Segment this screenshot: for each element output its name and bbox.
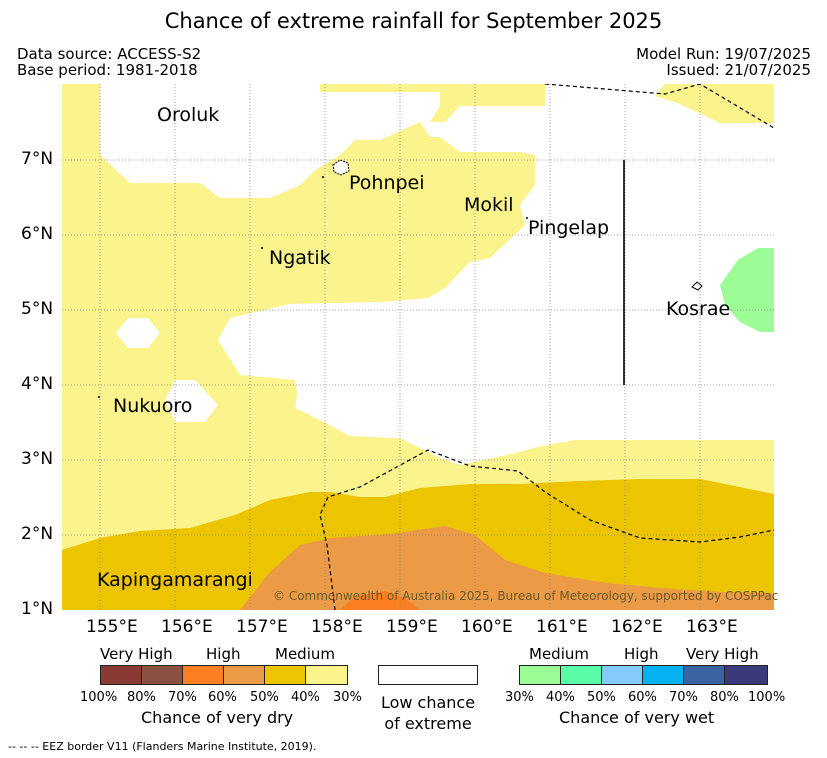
place-label-mokil: Mokil xyxy=(464,194,514,216)
issued-date: Issued: 21/07/2025 xyxy=(666,61,811,79)
low-chance-patch-west xyxy=(116,318,160,348)
wet-swatch-60-70 xyxy=(642,665,684,685)
data-source-info: Data source: ACCESS-S2 Base period: 1981… xyxy=(17,46,201,78)
place-label-nukuoro: Nukuoro xyxy=(113,395,193,417)
lat-tick: 1°N xyxy=(21,599,54,619)
low-chance-label-line1: Low chance xyxy=(380,693,476,712)
lat-tick: 5°N xyxy=(21,299,54,319)
lon-tick: 161°E xyxy=(536,617,588,637)
wet-swatch-70-80 xyxy=(683,665,725,685)
wet-pct: 40% xyxy=(546,690,575,705)
copyright-notice: © Commonwealth of Australia 2025, Bureau… xyxy=(273,589,779,603)
wet-pct: 30% xyxy=(505,690,534,705)
graticule xyxy=(62,84,774,610)
wet-header-very-high: Very High xyxy=(686,645,759,663)
wet-pct: 60% xyxy=(628,690,657,705)
lat-tick: 3°N xyxy=(21,449,54,469)
kosrae-outline xyxy=(691,281,703,291)
low-chance-patch-nukuoro xyxy=(165,380,218,422)
eez-footnote: -- -- -- EEZ border V11 (Flanders Marine… xyxy=(8,740,317,753)
wet-pct: 80% xyxy=(710,690,739,705)
lat-tick: 7°N xyxy=(21,149,54,169)
data-source: Data source: ACCESS-S2 xyxy=(17,45,202,63)
lon-tick: 156°E xyxy=(161,617,213,637)
dry-50-60-band xyxy=(240,526,774,610)
dry-pct: 70% xyxy=(168,690,197,705)
wet-30-40-region xyxy=(720,248,774,332)
pingelap-atoll xyxy=(526,217,528,219)
wet-pct: 50% xyxy=(587,690,616,705)
lat-tick: 6°N xyxy=(21,224,54,244)
low-chance-region-main xyxy=(100,84,774,455)
pohnpei-outline xyxy=(332,159,350,176)
wet-caption: Chance of very wet xyxy=(559,708,715,727)
wet-pct: 100% xyxy=(748,690,786,705)
lon-tick: 158°E xyxy=(311,617,363,637)
lon-tick: 160°E xyxy=(461,617,513,637)
wet-header-medium: Medium xyxy=(529,645,589,663)
dry-pct: 30% xyxy=(333,690,362,705)
dry-pct: 100% xyxy=(80,690,118,705)
lon-tick: 157°E xyxy=(236,617,288,637)
ngatik-atoll xyxy=(261,247,263,249)
lon-tick: 162°E xyxy=(611,617,663,637)
dry-pct: 50% xyxy=(250,690,279,705)
place-label-kapingamarangi: Kapingamarangi xyxy=(97,569,253,591)
lon-tick: 159°E xyxy=(386,617,438,637)
map-title: Chance of extreme rainfall for September… xyxy=(164,9,663,33)
dry-swatch-40-50 xyxy=(264,665,306,685)
dry-caption: Chance of very dry xyxy=(141,708,294,727)
map-plot-area xyxy=(62,84,774,610)
model-run: Model Run: 19/07/2025 xyxy=(636,45,811,63)
base-period: Base period: 1981-2018 xyxy=(17,61,198,79)
place-label-pingelap: Pingelap xyxy=(528,217,610,239)
dry-swatch-50-60 xyxy=(223,665,265,685)
lat-tick: 4°N xyxy=(21,374,54,394)
model-run-info: Model Run: 19/07/2025 Issued: 21/07/2025 xyxy=(636,46,811,78)
lat-tick: 2°N xyxy=(21,524,54,544)
wet-swatch-50-60 xyxy=(601,665,643,685)
wet-swatch-30-40 xyxy=(519,665,561,685)
lon-tick: 163°E xyxy=(686,617,738,637)
dry-pct: 40% xyxy=(291,690,320,705)
place-label-oroluk: Oroluk xyxy=(157,104,220,126)
wet-swatch-40-50 xyxy=(560,665,602,685)
dry-pct: 80% xyxy=(127,690,156,705)
wet-swatch-80-100 xyxy=(724,665,768,685)
dry-header-high: High xyxy=(206,645,241,663)
dry-30-40-tongue xyxy=(655,84,774,123)
wet-pct: 70% xyxy=(669,690,698,705)
place-label-ngatik: Ngatik xyxy=(269,247,331,269)
lon-tick: 155°E xyxy=(86,617,138,637)
dry-swatch-80-100 xyxy=(100,665,142,685)
dry-30-40-island-band xyxy=(320,84,545,122)
dry-swatch-30-40 xyxy=(305,665,348,685)
dry-swatch-70-80 xyxy=(141,665,183,685)
wet-header-high: High xyxy=(624,645,659,663)
dry-header-very-high: Very High xyxy=(100,645,173,663)
place-label-kosrae: Kosrae xyxy=(666,298,731,320)
dry-swatch-60-70 xyxy=(182,665,224,685)
dry-header-medium: Medium xyxy=(275,645,335,663)
eez-border xyxy=(319,84,774,610)
pohnpei-islet xyxy=(322,176,324,178)
dry-60-70-patch xyxy=(340,591,420,610)
nukuoro-atoll xyxy=(98,396,100,398)
low-chance-label-line2: of extreme xyxy=(384,714,472,733)
dry-pct: 60% xyxy=(208,690,237,705)
place-label-pohnpei: Pohnpei xyxy=(349,172,425,194)
low-chance-swatch xyxy=(378,665,478,685)
